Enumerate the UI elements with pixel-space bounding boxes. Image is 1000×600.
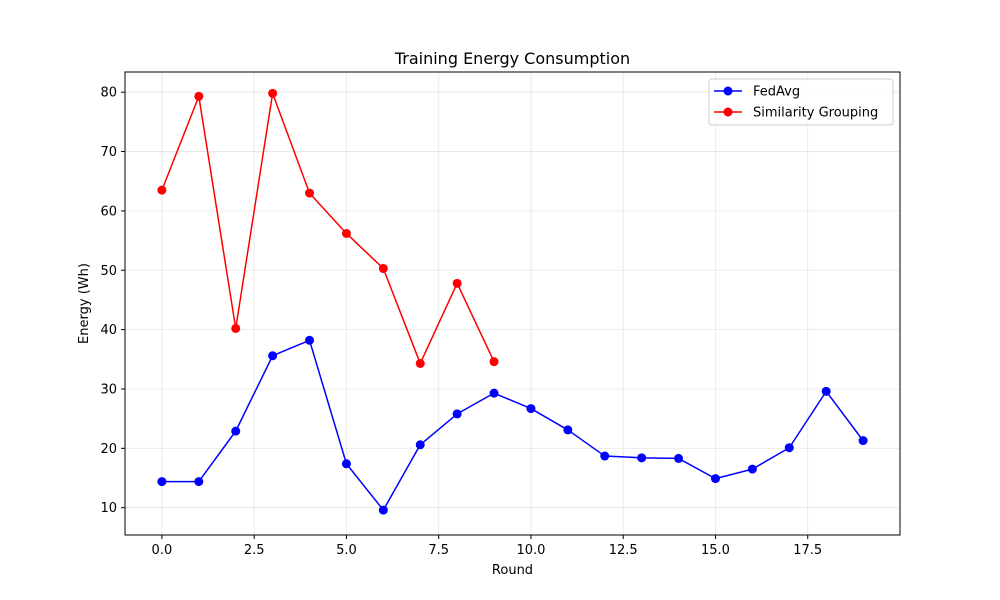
data-point-similarity-grouping [489, 357, 499, 367]
data-point-fedavg [489, 388, 499, 398]
data-point-similarity-grouping [415, 358, 425, 368]
y-tick-label: 50 [100, 264, 117, 279]
data-point-fedavg [268, 351, 278, 361]
series-fedavg [157, 335, 868, 515]
data-point-fedavg [194, 477, 204, 487]
x-tick-label: 7.5 [428, 543, 449, 558]
x-tick-label: 10.0 [516, 543, 545, 558]
y-tick-label: 60 [100, 204, 117, 219]
y-tick-label: 70 [100, 145, 117, 160]
data-point-fedavg [710, 474, 720, 484]
x-axis-label: Round [492, 563, 533, 578]
series-similarity-grouping [157, 88, 499, 368]
chart-title: Training Energy Consumption [394, 49, 630, 68]
data-point-fedavg [452, 409, 462, 419]
data-point-similarity-grouping [341, 228, 351, 238]
data-point-fedavg [821, 386, 831, 396]
data-point-fedavg [341, 459, 351, 469]
y-tick-label: 10 [100, 501, 117, 516]
plot-frame [124, 71, 901, 536]
x-tick-label: 0.0 [152, 543, 173, 558]
data-point-fedavg [674, 453, 684, 463]
legend-label-fedavg: FedAvg [753, 85, 800, 100]
series-line-similarity-grouping [161, 92, 495, 365]
data-point-similarity-grouping [452, 278, 462, 288]
data-point-similarity-grouping [305, 188, 315, 198]
data-point-similarity-grouping [157, 185, 167, 195]
y-axis-label: Energy (Wh) [77, 263, 92, 344]
series-line-fedavg [161, 339, 864, 511]
series-layer [157, 88, 868, 515]
data-point-fedavg [231, 426, 241, 436]
data-point-similarity-grouping [378, 263, 388, 273]
legend-marker-similarity-grouping [723, 107, 733, 117]
data-point-fedavg [600, 451, 610, 461]
y-tick-label: 20 [100, 442, 117, 457]
data-point-fedavg [526, 404, 536, 414]
data-point-fedavg [858, 436, 868, 446]
x-tick-label: 17.5 [793, 543, 822, 558]
legend: FedAvg Similarity Grouping [708, 78, 894, 126]
x-tick-label: 12.5 [609, 543, 638, 558]
data-point-fedavg [784, 443, 794, 453]
legend-marker-fedavg [723, 86, 733, 96]
y-axis-ticks: 10 20 30 40 50 60 70 80 [100, 86, 125, 516]
data-point-fedavg [747, 464, 757, 474]
y-tick-label: 80 [100, 86, 117, 101]
x-axis-ticks: 0.0 2.5 5.0 7.5 10.0 12.5 15.0 17.5 [152, 535, 822, 558]
y-tick-label: 40 [100, 323, 117, 338]
legend-box [708, 78, 894, 126]
data-point-fedavg [415, 440, 425, 450]
data-point-similarity-grouping [231, 323, 241, 333]
data-point-similarity-grouping [194, 91, 204, 101]
legend-label-similarity-grouping: Similarity Grouping [753, 106, 878, 121]
y-tick-label: 30 [100, 382, 117, 397]
data-point-fedavg [637, 453, 647, 463]
x-tick-label: 5.0 [336, 543, 357, 558]
data-point-fedavg [563, 425, 573, 435]
data-point-fedavg [305, 335, 315, 345]
x-tick-label: 2.5 [244, 543, 265, 558]
x-tick-label: 15.0 [701, 543, 730, 558]
data-point-fedavg [157, 477, 167, 487]
data-point-fedavg [378, 505, 388, 515]
data-point-similarity-grouping [268, 88, 278, 98]
grid [125, 72, 900, 535]
